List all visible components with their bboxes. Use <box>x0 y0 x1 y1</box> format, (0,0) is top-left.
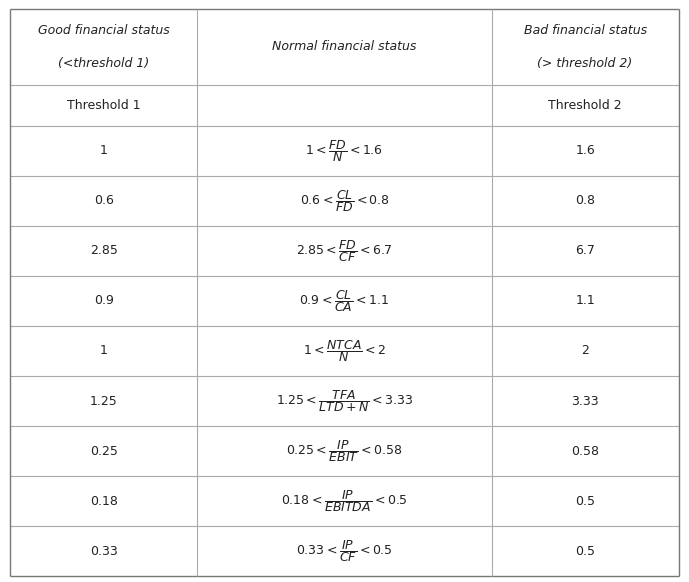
Text: $0.25 < \dfrac{IP}{EBIT} < 0.58$: $0.25 < \dfrac{IP}{EBIT} < 0.58$ <box>287 438 402 464</box>
Text: (> threshold 2): (> threshold 2) <box>537 57 633 70</box>
Text: Good financial status: Good financial status <box>38 24 169 37</box>
Text: 1.25: 1.25 <box>90 395 118 407</box>
Text: $0.9 < \dfrac{CL}{CA} < 1.1$: $0.9 < \dfrac{CL}{CA} < 1.1$ <box>300 288 389 314</box>
Text: 0.58: 0.58 <box>571 445 599 457</box>
Text: 0.9: 0.9 <box>94 294 114 307</box>
Text: 1.1: 1.1 <box>575 294 595 307</box>
Text: (<threshold 1): (<threshold 1) <box>59 57 150 70</box>
Text: 6.7: 6.7 <box>575 244 595 257</box>
Text: 2.85: 2.85 <box>90 244 118 257</box>
Text: 0.5: 0.5 <box>575 495 595 508</box>
Text: 0.8: 0.8 <box>575 194 595 207</box>
Text: Threshold 2: Threshold 2 <box>548 99 622 112</box>
Text: $1.25 < \dfrac{TFA}{LTD + N} < 3.33$: $1.25 < \dfrac{TFA}{LTD + N} < 3.33$ <box>276 388 413 414</box>
Text: 1.6: 1.6 <box>575 144 595 157</box>
Text: Bad financial status: Bad financial status <box>524 24 647 37</box>
Text: 0.33: 0.33 <box>90 545 118 558</box>
Text: Normal financial status: Normal financial status <box>272 40 417 54</box>
Text: $1 < \dfrac{NTCA}{N} < 2$: $1 < \dfrac{NTCA}{N} < 2$ <box>303 338 386 364</box>
Text: $0.6 < \dfrac{CL}{FD} < 0.8$: $0.6 < \dfrac{CL}{FD} < 0.8$ <box>300 188 389 214</box>
Text: 0.25: 0.25 <box>90 445 118 457</box>
Text: $2.85 < \dfrac{FD}{CF} < 6.7$: $2.85 < \dfrac{FD}{CF} < 6.7$ <box>296 238 393 264</box>
Text: Threshold 1: Threshold 1 <box>67 99 141 112</box>
Text: $0.33 < \dfrac{IP}{CF} < 0.5$: $0.33 < \dfrac{IP}{CF} < 0.5$ <box>296 538 393 564</box>
Text: 3.33: 3.33 <box>571 395 599 407</box>
Text: 1: 1 <box>100 345 108 357</box>
Text: 0.5: 0.5 <box>575 545 595 558</box>
Text: $1 < \dfrac{FD}{N} < 1.6$: $1 < \dfrac{FD}{N} < 1.6$ <box>305 138 384 164</box>
Text: 0.18: 0.18 <box>90 495 118 508</box>
Text: $0.18 < \dfrac{IP}{EBITDA} < 0.5$: $0.18 < \dfrac{IP}{EBITDA} < 0.5$ <box>281 488 408 514</box>
Text: 2: 2 <box>581 345 589 357</box>
Text: 1: 1 <box>100 144 108 157</box>
Text: 0.6: 0.6 <box>94 194 114 207</box>
